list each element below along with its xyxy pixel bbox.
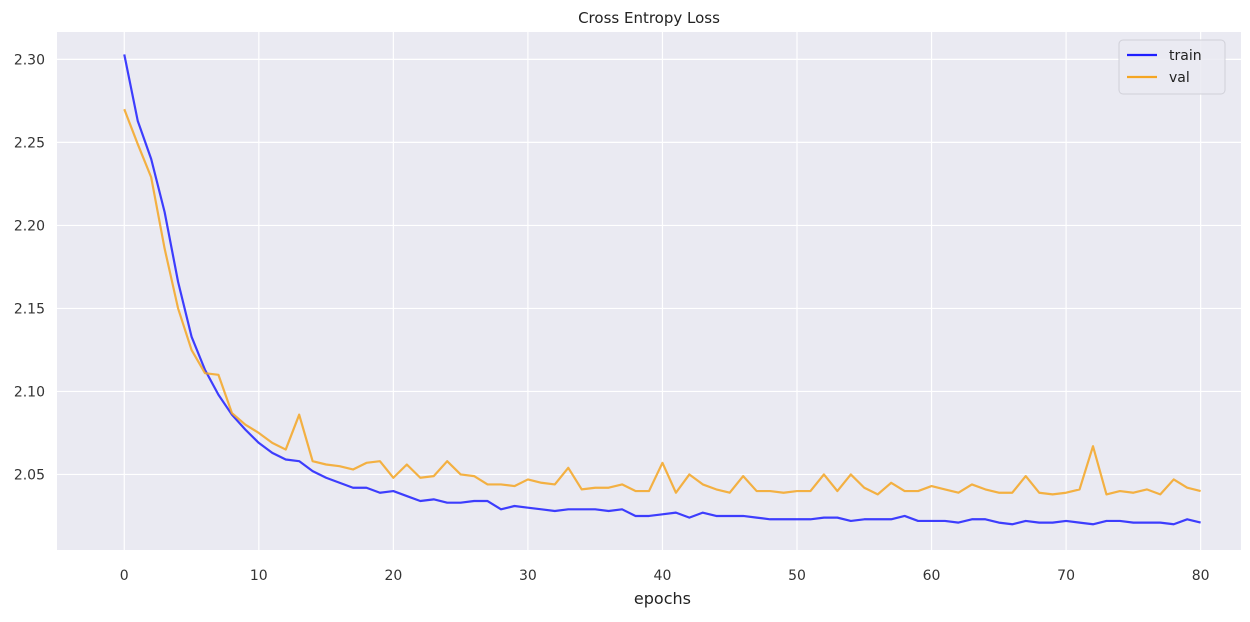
y-tick-label: 2.30	[14, 52, 45, 68]
legend: train val	[1118, 39, 1226, 95]
chart-title: Cross Entropy Loss	[578, 9, 720, 27]
x-tick-label: 70	[1057, 568, 1075, 584]
legend-box	[1118, 39, 1226, 95]
x-tick-label: 30	[519, 568, 537, 584]
x-tick-label: 20	[384, 568, 402, 584]
x-tick-label: 50	[788, 568, 806, 584]
legend-label-val: val	[1169, 70, 1190, 86]
y-tick-label: 2.15	[14, 301, 45, 317]
x-tick-label: 80	[1192, 568, 1210, 584]
series-line-val	[123, 108, 1201, 496]
series-line-train	[123, 54, 1201, 526]
x-axis-label: epochs	[634, 589, 691, 608]
legend-label-train: train	[1169, 48, 1202, 64]
x-tick-label: 60	[923, 568, 941, 584]
plot-area	[57, 32, 1241, 550]
x-tick-label: 0	[120, 568, 129, 584]
y-tick-label: 2.20	[14, 218, 45, 234]
tick-labels: 0 10 20 30 40 50 60 70 80 2.05 2.10 2.15 2.20 2.25 2.3…	[14, 52, 1210, 584]
y-tick-label: 2.25	[14, 135, 45, 151]
y-tick-label: 2.10	[14, 384, 45, 400]
x-tick-label: 40	[654, 568, 672, 584]
grid-lines	[57, 32, 1241, 550]
x-tick-label: 10	[250, 568, 268, 584]
y-tick-label: 2.05	[14, 467, 45, 483]
series-lines	[123, 54, 1201, 526]
